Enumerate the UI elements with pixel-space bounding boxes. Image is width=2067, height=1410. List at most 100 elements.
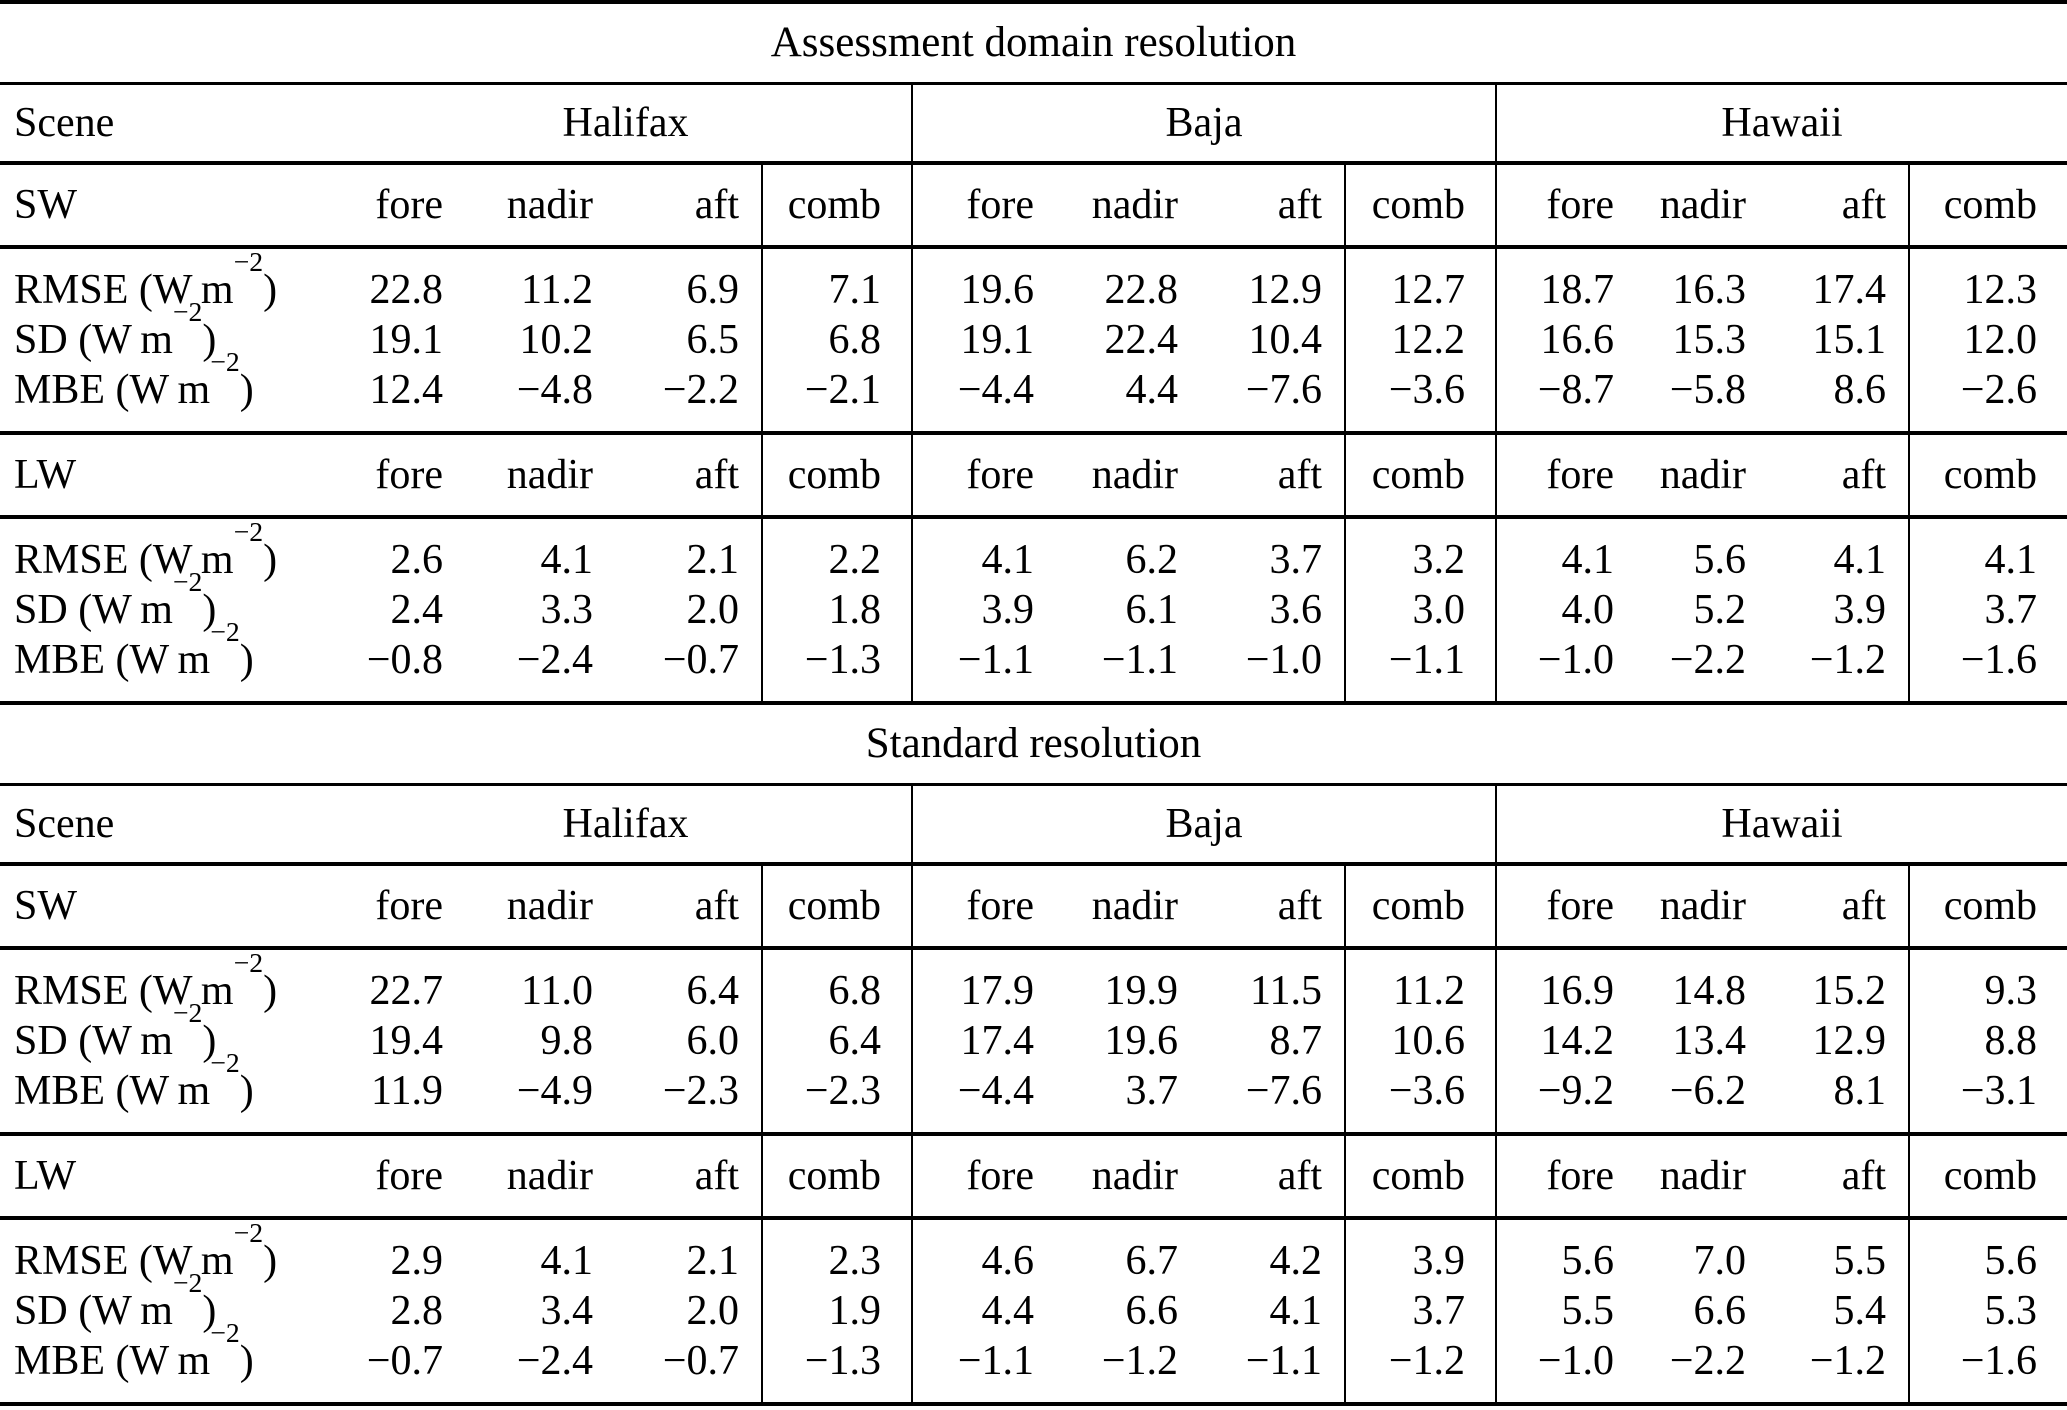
value-cell: 2.1	[686, 537, 740, 583]
metric-unit-exponent: −2	[210, 345, 240, 377]
band-header-row: LW fore nadir aft comb fore nadir aft comb fore na…	[0, 433, 2067, 519]
value-cell: −4.9	[465, 1066, 615, 1136]
value-cell: 2.9	[390, 1238, 444, 1284]
value-cell: 2.4	[390, 587, 444, 633]
value-cell: 22.8	[1104, 267, 1179, 313]
metric-unit-close: )	[239, 1068, 254, 1114]
value-cell: −0.7	[366, 1338, 443, 1384]
value-cell: −1.3	[761, 635, 912, 703]
value-cell: 6.8	[761, 315, 912, 365]
metric-label: MBE (W m−2)	[0, 347, 340, 435]
value-cell: 17.4	[1812, 267, 1887, 313]
value-cell: 9.8	[540, 1018, 594, 1064]
value-cell: −2.4	[516, 1338, 593, 1384]
value-cell: 2.6	[390, 537, 444, 583]
view-column-header: comb	[761, 163, 912, 249]
value-cell: 12.2	[1344, 315, 1496, 365]
view-column-header: aft	[1200, 1134, 1345, 1220]
view-column-header: fore	[1495, 864, 1636, 950]
metric-unit: (W m	[128, 267, 234, 313]
value-cell: 3.0	[1344, 585, 1496, 635]
value-cell: 9.3	[1907, 948, 2067, 1016]
view-column-header: aft	[615, 864, 762, 950]
data-row: MBE (W m−2) −0.7 −2.4 −0.7 −1.3 −1.1 −1.2 −1.1−…	[0, 1318, 2067, 1404]
metric-unit-close: )	[263, 267, 278, 313]
scene-group-header: Hawaii	[1494, 83, 2067, 165]
value-cell: 16.9	[1495, 948, 1636, 1016]
view-column-header: fore	[340, 1134, 465, 1220]
value-cell: 4.1	[1269, 1288, 1323, 1334]
value-cell: 4.0	[1495, 585, 1636, 635]
value-cell: 15.1	[1812, 317, 1887, 363]
value-cell: 3.7	[1269, 537, 1323, 583]
metric-unit: (W m	[128, 1238, 234, 1284]
metric-unit: (W m	[67, 1018, 173, 1064]
view-column-header: comb	[1907, 864, 2067, 950]
value-cell: 5.2	[1693, 587, 1747, 633]
value-cell: 6.0	[686, 1018, 740, 1064]
value-cell: −1.1	[911, 1336, 1056, 1404]
value-cell: −1.2	[1809, 1338, 1886, 1384]
metric-unit-close: )	[202, 1288, 217, 1334]
value-cell: 6.4	[761, 1016, 912, 1066]
value-cell: −3.6	[1344, 1066, 1496, 1136]
value-cell: 22.7	[369, 968, 444, 1014]
value-cell: −7.6	[1200, 1066, 1345, 1136]
metric-unit-close: )	[202, 317, 217, 363]
value-cell: 19.1	[911, 315, 1056, 365]
metric-unit-exponent: −2	[210, 1046, 240, 1078]
value-cell: 3.6	[1269, 587, 1323, 633]
value-cell: −6.2	[1636, 1066, 1768, 1136]
data-row: SD (W m−2) 19.1 10.2 6.5 6.8 19.1 22.4 10.4 12.2…	[0, 297, 2067, 365]
value-cell: 12.7	[1344, 247, 1496, 315]
metric-unit-exponent: −2	[233, 515, 264, 547]
value-cell: 14.8	[1672, 968, 1747, 1014]
metric-unit-close: )	[239, 637, 254, 683]
value-cell: 5.6	[1907, 1218, 2067, 1286]
value-cell: 19.9	[1104, 968, 1179, 1014]
band-label: LW	[0, 1134, 340, 1220]
value-cell: 15.2	[1812, 968, 1887, 1014]
metric-unit: (W m	[105, 637, 211, 683]
metric-unit-exponent: −2	[172, 996, 203, 1028]
value-cell: −1.3	[761, 1336, 912, 1404]
value-cell: 2.3	[761, 1218, 912, 1286]
scene-header-row: Scene Halifax Baja Hawaii	[0, 784, 2067, 866]
metric-label: SD (W m−2)	[0, 297, 340, 365]
scene-header-label: Scene	[0, 784, 340, 866]
scene-group-header: Halifax	[340, 784, 912, 866]
value-cell: 8.8	[1907, 1016, 2067, 1066]
metric-label: MBE (W m−2)	[0, 1048, 340, 1136]
value-cell: 22.8	[369, 267, 444, 313]
value-cell: 3.7	[1056, 1066, 1200, 1136]
value-cell: −4.4	[911, 1066, 1056, 1136]
metric-unit-exponent: −2	[210, 1316, 240, 1348]
view-column-header: nadir	[1636, 1134, 1768, 1220]
value-cell: 3.3	[540, 587, 594, 633]
value-cell: 7.0	[1693, 1238, 1747, 1284]
view-column-header: fore	[911, 864, 1056, 950]
scene-header-row: Scene Halifax Baja Hawaii	[0, 83, 2067, 165]
view-column-header: fore	[340, 163, 465, 249]
value-cell: 4.1	[1907, 517, 2067, 585]
value-cell: 19.6	[911, 247, 1056, 315]
value-cell: 5.4	[1833, 1288, 1887, 1334]
value-cell: 6.7	[1125, 1238, 1179, 1284]
section-title: Assessment domain resolution	[0, 2, 2067, 85]
view-column-header: comb	[1344, 864, 1496, 950]
value-cell: 11.9	[340, 1066, 465, 1136]
value-cell: −2.2	[1669, 637, 1746, 683]
value-cell: 15.3	[1672, 317, 1747, 363]
value-cell: 11.0	[521, 968, 593, 1014]
value-cell: −8.7	[1495, 365, 1636, 435]
value-cell: −4.4	[911, 365, 1056, 435]
value-cell: 6.6	[1693, 1288, 1747, 1334]
metric-unit-exponent: −2	[210, 615, 240, 647]
view-column-header: nadir	[1056, 1134, 1200, 1220]
metric-name: MBE	[14, 1338, 106, 1384]
value-cell: −2.2	[1669, 1338, 1746, 1384]
value-cell: 2.1	[686, 1238, 740, 1284]
value-cell: 3.9	[1344, 1218, 1496, 1286]
section-title: Standard resolution	[0, 705, 2067, 786]
value-cell: 4.2	[1269, 1238, 1323, 1284]
